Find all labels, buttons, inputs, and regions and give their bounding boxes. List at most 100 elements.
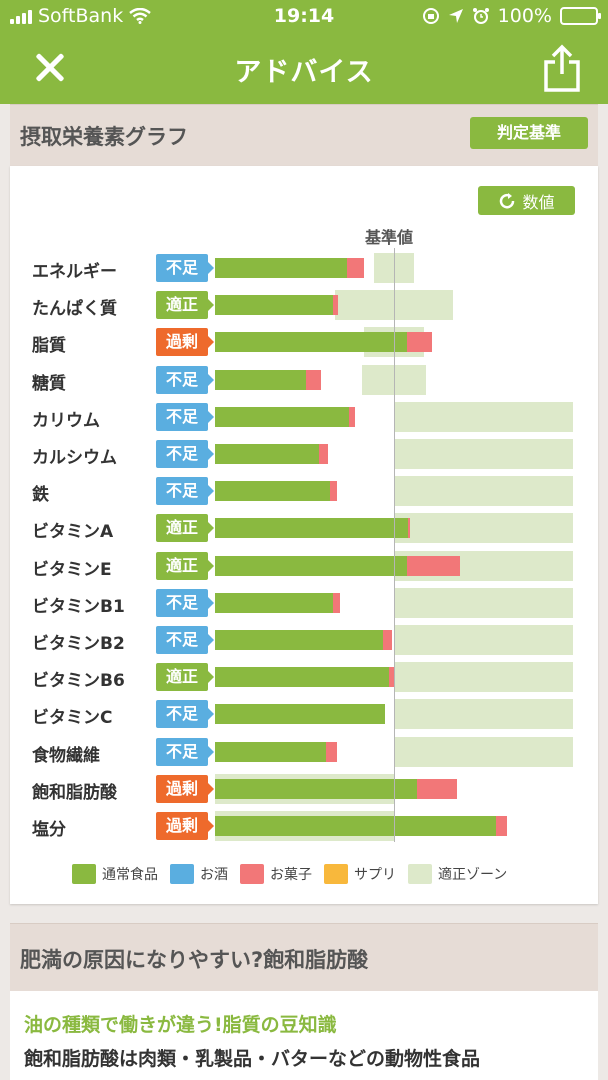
- article-card[interactable]: 肥満の原因になりやすい?飽和脂肪酸 油の種類で働きが違う!脂質の豆知識 飽和脂肪…: [10, 923, 598, 1080]
- wifi-icon: [129, 8, 151, 24]
- status-badge: 不足: [156, 440, 214, 468]
- intake-bar: [215, 816, 507, 836]
- article-header: 肥満の原因になりやすい?飽和脂肪酸: [10, 923, 598, 991]
- normal-food-segment: [215, 295, 334, 316]
- battery-percent: 100%: [497, 5, 552, 27]
- normal-food-segment: [215, 258, 348, 278]
- intake-bar: [215, 481, 337, 502]
- snack-segment: [347, 258, 364, 278]
- normal-food-segment: [215, 778, 418, 799]
- appropriate-zone: [394, 736, 573, 767]
- snack-segment: [388, 667, 394, 688]
- snack-segment: [406, 555, 461, 576]
- appropriate-zone: [394, 439, 573, 469]
- normal-food-segment: [215, 444, 319, 464]
- normal-food-segment: [215, 332, 407, 353]
- nutrient-label: 鉄: [32, 485, 49, 506]
- normal-food-segment: [215, 704, 386, 725]
- appropriate-zone: [394, 662, 573, 693]
- nutrient-chart: エネルギー 不足 たんぱく質 適正 脂質 過剰 糖質 不足 カリウム 不足 カルシウム 不足鉄不足 ビタ…: [10, 166, 598, 904]
- status-badge: 適正: [156, 514, 214, 543]
- intake-bar: [215, 518, 411, 539]
- nutrient-chart-card: 数値 基準値 エネルギー 不足 たんぱく質 適正 脂質 過剰 糖質 不足 カリウム 不足 カルシウム…: [10, 166, 598, 904]
- status-badge: 不足: [156, 402, 214, 431]
- article-body: 飽和脂肪酸は肉類・乳製品・バターなどの動物性食品: [24, 1048, 481, 1070]
- reference-label: 基準値: [365, 228, 414, 247]
- value-toggle-button[interactable]: 数値: [478, 186, 575, 215]
- carrier-name: SoftBank: [38, 5, 124, 27]
- intake-bar: [215, 444, 328, 464]
- snack-segment: [349, 406, 355, 427]
- intake-bar: [215, 258, 364, 278]
- legend-label: 適正ゾーン: [438, 867, 508, 883]
- status-left: SoftBank: [10, 5, 151, 27]
- normal-food-segment: [215, 481, 330, 502]
- nutrient-label: ビタミンC: [32, 708, 113, 729]
- snack-segment: [333, 592, 341, 613]
- nutrient-label: ビタミンB2: [32, 634, 125, 654]
- nutrient-label: 糖質: [32, 373, 66, 394]
- snack-segment: [325, 741, 337, 762]
- nutrient-label: エネルギー: [32, 262, 117, 282]
- status-badge: 不足: [156, 254, 214, 282]
- nutrient-label: ビタミンB6: [32, 671, 125, 692]
- legend-label: サプリ: [354, 867, 396, 883]
- status-badge: 適正: [156, 291, 214, 320]
- snack-segment: [333, 295, 339, 316]
- legend-item: 適正ゾーン: [408, 864, 507, 884]
- normal-food-segment: [215, 741, 326, 762]
- legend-item: 通常食品: [72, 864, 158, 884]
- legend-swatch: [72, 864, 96, 884]
- nutrient-label: ビタミンB1: [32, 596, 125, 617]
- legend-swatch: [170, 864, 194, 884]
- status-badge: 過剰: [156, 812, 214, 840]
- snack-segment: [406, 332, 432, 353]
- appropriate-zone: [394, 476, 573, 507]
- legend-item: お菓子: [240, 864, 312, 884]
- legend-swatch: [240, 864, 264, 884]
- appropriate-zone: [394, 401, 573, 432]
- status-badge: 不足: [156, 588, 214, 617]
- alarm-icon: [472, 8, 489, 24]
- criteria-button[interactable]: 判定基準: [470, 117, 588, 149]
- appropriate-zone: [361, 364, 427, 395]
- intake-bar: [215, 704, 386, 725]
- intake-bar: [215, 592, 341, 613]
- nutrient-label: 脂質: [32, 336, 66, 357]
- share-icon[interactable]: [540, 44, 584, 94]
- legend-swatch: [408, 864, 432, 884]
- nutrient-label: 食物繊維: [32, 745, 100, 766]
- normal-food-segment: [215, 369, 307, 390]
- intake-bar: [215, 555, 461, 576]
- page-title: アドバイス: [234, 57, 374, 88]
- legend-item: お酒: [170, 864, 228, 884]
- status-badge: 不足: [156, 737, 214, 766]
- status-badge: 適正: [156, 551, 214, 580]
- intake-bar: [215, 667, 394, 688]
- status-badge: 不足: [156, 477, 214, 506]
- intake-bar: [215, 741, 337, 762]
- value-toggle-label: 数値: [522, 192, 555, 212]
- nutrient-graph-header: 摂取栄養素グラフ 判定基準: [10, 104, 598, 166]
- battery-icon: [560, 7, 601, 25]
- normal-food-segment: [215, 406, 350, 427]
- appropriate-zone: [394, 587, 573, 618]
- normal-food-segment: [215, 518, 409, 539]
- snack-segment: [496, 816, 507, 836]
- status-time: 19:14: [273, 5, 335, 27]
- legend-label: お酒: [200, 867, 228, 883]
- snack-segment: [408, 518, 411, 539]
- normal-food-segment: [215, 592, 334, 613]
- normal-food-segment: [215, 667, 389, 688]
- nutrient-label: カリウム: [32, 410, 100, 431]
- status-badge: 不足: [156, 626, 214, 654]
- snack-segment: [383, 630, 393, 650]
- nutrient-label: 飽和脂肪酸: [32, 782, 117, 803]
- intake-bar: [215, 406, 355, 427]
- intake-bar: [215, 295, 339, 316]
- rotation-lock-icon: [422, 8, 439, 24]
- nutrient-graph-title: 摂取栄養素グラフ: [20, 125, 188, 149]
- nutrient-label: カルシウム: [32, 448, 117, 468]
- snack-segment: [329, 481, 337, 502]
- appropriate-zone: [374, 253, 414, 283]
